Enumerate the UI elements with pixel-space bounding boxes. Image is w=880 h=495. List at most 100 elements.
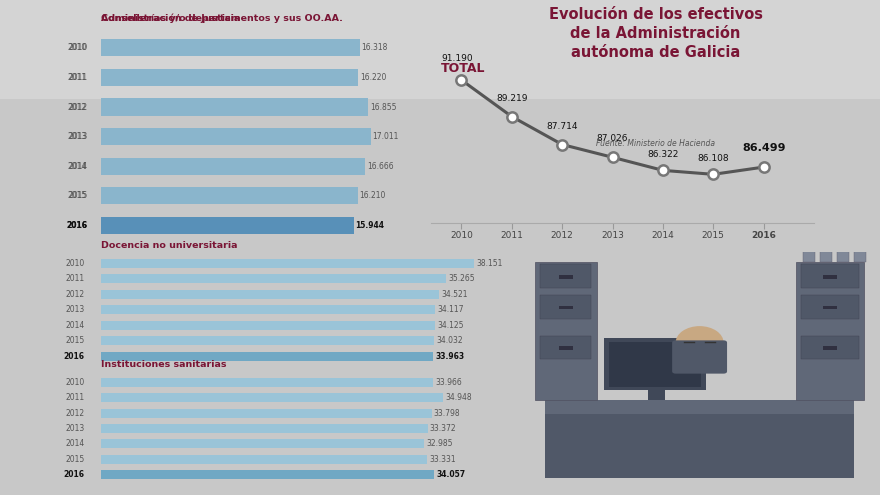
Text: 33.372: 33.372 <box>429 424 457 433</box>
Text: 16.855: 16.855 <box>370 102 396 111</box>
Point <box>555 141 569 148</box>
Text: 2012: 2012 <box>65 290 84 298</box>
Text: 87.026: 87.026 <box>597 135 628 144</box>
Bar <box>820 243 832 262</box>
Bar <box>101 187 358 204</box>
Bar <box>101 69 358 86</box>
Text: 2010: 2010 <box>65 378 84 387</box>
Text: 34.057: 34.057 <box>436 470 466 479</box>
Text: 32.985: 32.985 <box>426 440 452 448</box>
Text: 16.210: 16.210 <box>360 191 386 200</box>
Bar <box>101 305 435 314</box>
Text: 2010: 2010 <box>69 44 87 52</box>
Bar <box>101 440 424 448</box>
Bar <box>823 346 837 350</box>
Text: 2011: 2011 <box>68 73 87 82</box>
Text: 33.798: 33.798 <box>434 408 460 417</box>
Text: 34.117: 34.117 <box>437 305 464 314</box>
Bar <box>540 336 591 359</box>
Text: 2.526: 2.526 <box>230 132 251 141</box>
Bar <box>545 400 854 414</box>
Text: Consellerías y/o departamentos y sus OO.AA.: Consellerías y/o departamentos y sus OO.… <box>101 14 343 23</box>
Text: 16.666: 16.666 <box>367 162 393 171</box>
Text: 16.220: 16.220 <box>360 73 386 82</box>
Text: 89.219: 89.219 <box>496 94 527 102</box>
Text: 33.331: 33.331 <box>429 455 456 464</box>
Bar <box>837 243 849 262</box>
Text: Administración de Justicia: Administración de Justicia <box>101 13 240 23</box>
Bar <box>101 217 354 234</box>
Bar <box>101 259 474 268</box>
Text: 2016: 2016 <box>63 470 84 479</box>
Bar <box>101 378 433 387</box>
Bar <box>801 336 859 359</box>
Text: 86.322: 86.322 <box>647 150 678 159</box>
Text: 2013: 2013 <box>68 132 87 141</box>
Point <box>454 76 468 84</box>
Bar <box>796 262 864 400</box>
Bar <box>101 39 240 56</box>
Text: 2.786: 2.786 <box>243 73 264 82</box>
Text: 91.190: 91.190 <box>442 54 473 63</box>
Bar <box>101 157 230 175</box>
Circle shape <box>676 326 723 359</box>
Text: Fuente: Ministerio de Hacienda: Fuente: Ministerio de Hacienda <box>596 139 715 148</box>
Text: 2010: 2010 <box>68 44 87 52</box>
Bar <box>801 295 859 319</box>
Bar <box>101 99 230 116</box>
Bar <box>604 338 707 390</box>
Point <box>656 166 670 174</box>
Bar <box>101 424 428 433</box>
Point <box>505 113 519 121</box>
Text: 2015: 2015 <box>65 455 84 464</box>
Text: 2016: 2016 <box>66 221 87 230</box>
Bar <box>101 336 434 345</box>
Bar <box>101 393 443 402</box>
Bar <box>559 275 573 279</box>
Text: 2.546: 2.546 <box>231 162 253 171</box>
Bar <box>101 187 229 204</box>
Bar <box>101 408 432 417</box>
Text: 2013: 2013 <box>65 424 84 433</box>
Text: 2011: 2011 <box>69 73 87 82</box>
Bar <box>540 264 591 288</box>
Text: 2014: 2014 <box>65 321 84 330</box>
Text: 33.966: 33.966 <box>436 378 462 387</box>
Text: 2014: 2014 <box>69 162 87 171</box>
Bar <box>540 295 591 319</box>
Bar <box>101 69 242 86</box>
Text: 2012: 2012 <box>69 102 87 111</box>
Text: 2015: 2015 <box>68 191 87 200</box>
Bar <box>101 217 229 234</box>
Bar <box>823 306 837 309</box>
Text: 2013: 2013 <box>69 132 87 141</box>
Text: 38.151: 38.151 <box>476 259 502 268</box>
Text: 2015: 2015 <box>65 336 84 345</box>
Text: TOTAL: TOTAL <box>441 62 486 75</box>
Point <box>707 170 721 178</box>
Text: 2011: 2011 <box>65 393 84 402</box>
Bar <box>535 262 597 400</box>
Point <box>757 163 771 171</box>
Text: 34.948: 34.948 <box>445 393 472 402</box>
Text: 2.535: 2.535 <box>230 221 253 230</box>
Text: 2013: 2013 <box>65 305 84 314</box>
Text: 35.265: 35.265 <box>448 274 475 283</box>
Bar <box>101 128 370 145</box>
FancyBboxPatch shape <box>672 341 727 374</box>
Text: 2015: 2015 <box>69 191 87 200</box>
Bar <box>101 39 360 56</box>
Bar <box>823 275 837 279</box>
Bar <box>101 290 439 298</box>
Text: 17.011: 17.011 <box>372 132 399 141</box>
Text: 34.032: 34.032 <box>436 336 463 345</box>
Text: 2.540: 2.540 <box>231 102 252 111</box>
Bar <box>609 342 701 387</box>
Text: 2.535: 2.535 <box>230 191 252 200</box>
Bar <box>101 321 435 330</box>
Bar <box>559 306 573 309</box>
Bar <box>101 470 434 479</box>
Bar <box>545 414 854 478</box>
Bar <box>648 390 665 400</box>
Text: 2014: 2014 <box>65 440 84 448</box>
